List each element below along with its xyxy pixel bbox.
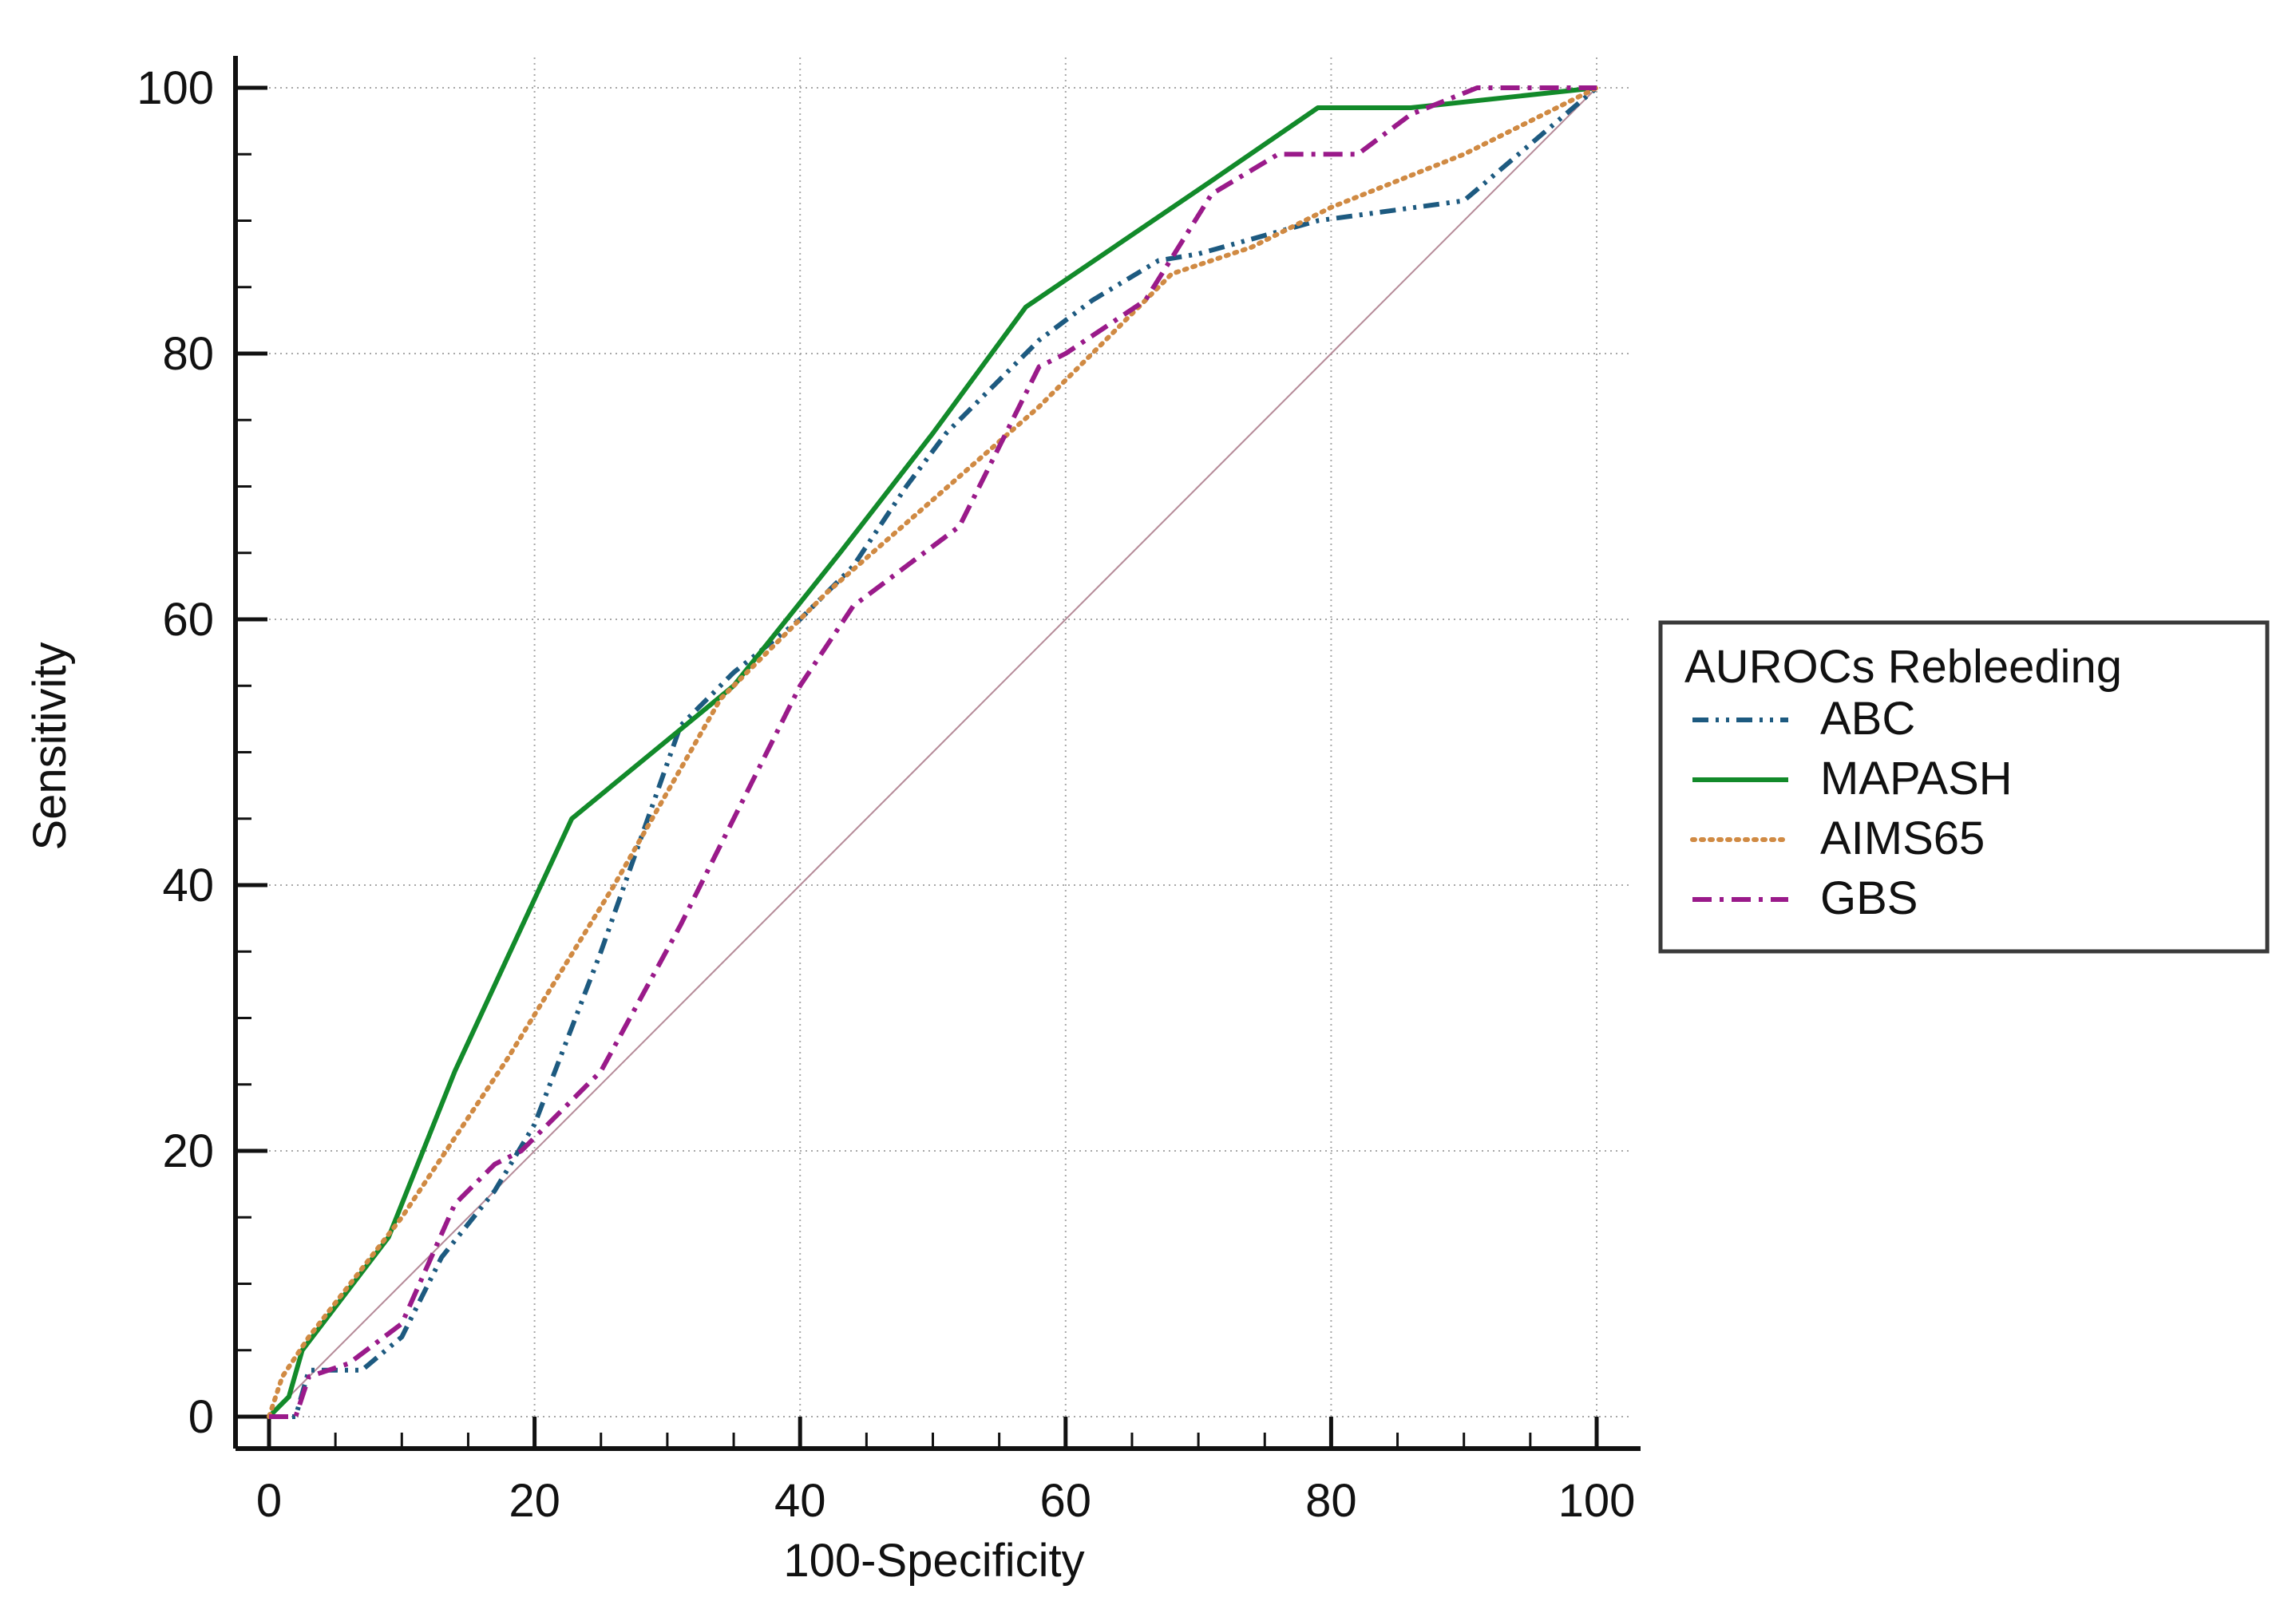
y-tick-label-100: 100: [137, 62, 214, 114]
x-tick-label-80: 80: [1305, 1475, 1357, 1527]
reference-diagonal: [268, 87, 1597, 1417]
y-axis-title: Sensitivity: [24, 642, 76, 850]
legend-label-aims65: AIMS65: [1820, 812, 1985, 864]
x-tick-label-20: 20: [509, 1475, 560, 1527]
legend: AUROCs Rebleeding ABC MAPASH AIMS65 GBS: [1658, 620, 2270, 954]
legend-label-abc: ABC: [1820, 693, 1915, 745]
x-tick-label-0: 0: [256, 1475, 282, 1527]
x-tick-label-40: 40: [774, 1475, 826, 1527]
legend-box: [1658, 620, 2270, 954]
series: [267, 85, 1599, 1419]
legend-entries: ABC MAPASH AIMS65 GBS: [1690, 693, 2013, 924]
series-line-aims65: [267, 85, 1599, 1419]
y-tick-label-40: 40: [162, 860, 214, 911]
series-line-mapash: [267, 85, 1597, 1419]
legend-label-gbs: GBS: [1820, 872, 1918, 924]
ticks: 0 20 40 60 80 100 0 20 40 60 80 100: [137, 62, 1635, 1527]
legend-label-mapash: MAPASH: [1820, 753, 2013, 804]
x-axis-title: 100-Specificity: [783, 1535, 1084, 1587]
reference-line: [268, 87, 1597, 1417]
y-tick-label-0: 0: [188, 1391, 214, 1443]
series-line-abc: [269, 85, 1598, 1419]
x-tick-label-100: 100: [1558, 1475, 1636, 1527]
x-tick-label-60: 60: [1040, 1475, 1092, 1527]
y-tick-label-60: 60: [162, 594, 214, 646]
series-line-gbs: [269, 85, 1597, 1419]
y-tick-label-80: 80: [162, 328, 214, 380]
legend-title: AUROCs Rebleeding: [1684, 641, 2122, 693]
y-tick-label-20: 20: [162, 1125, 214, 1177]
